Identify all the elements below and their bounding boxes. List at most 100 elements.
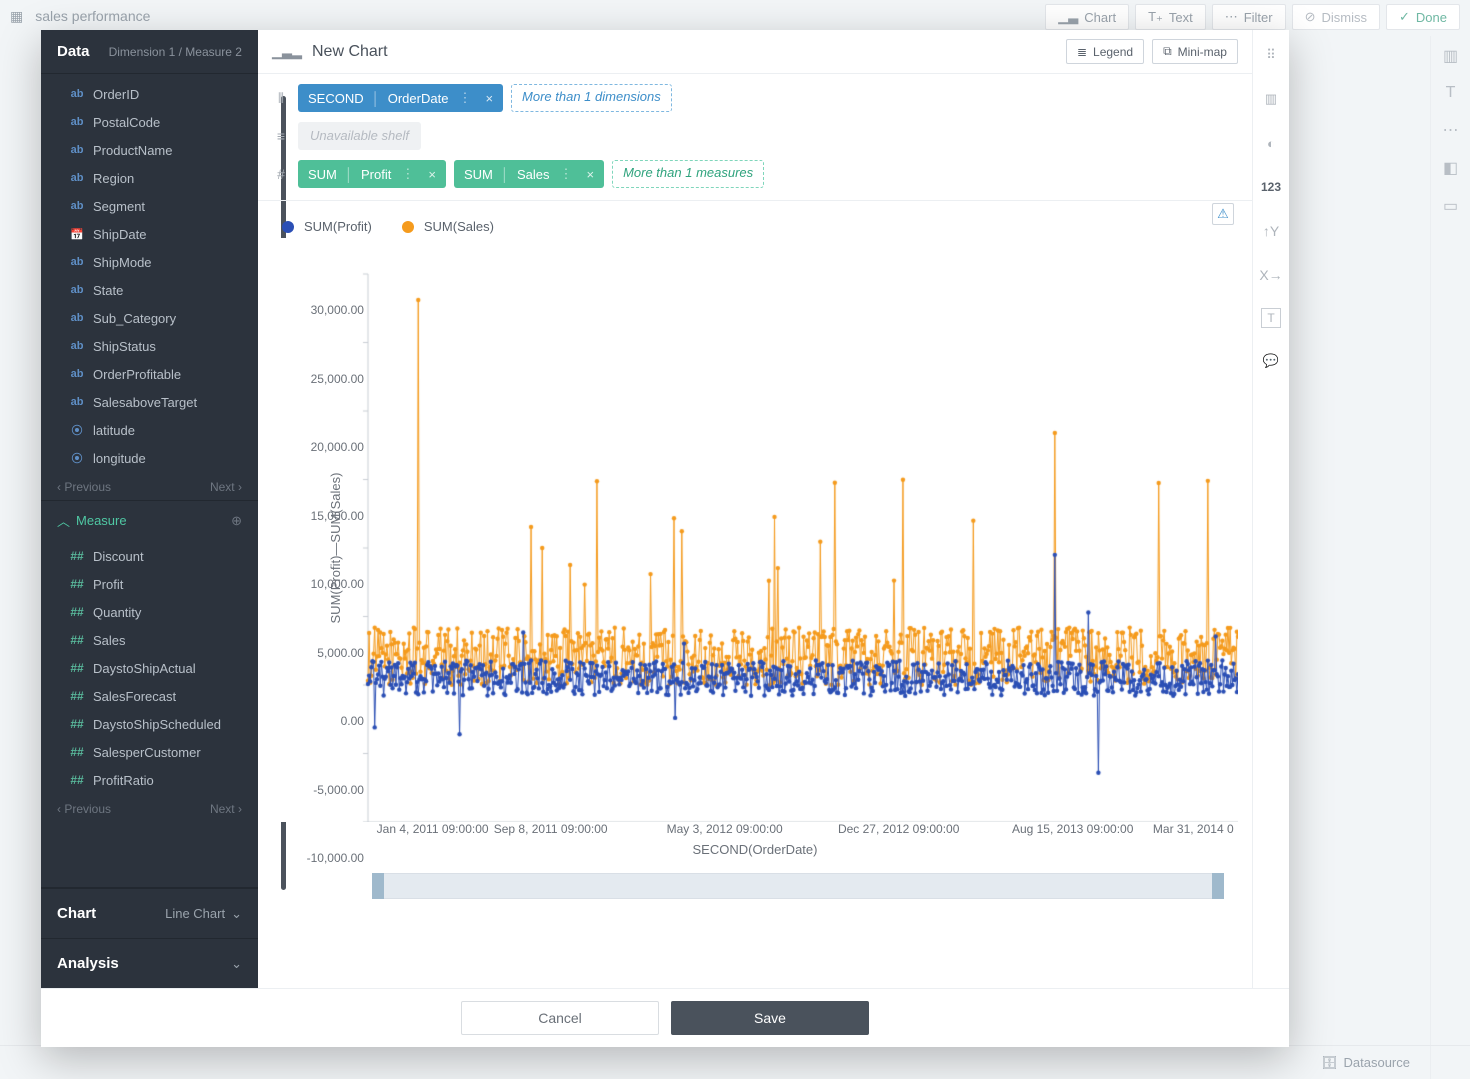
value-pill[interactable]: SUM│Profit⋮× <box>298 160 446 188</box>
dimension-item[interactable]: 📅ShipDate <box>41 220 258 248</box>
dimension-item[interactable]: abSub_Category <box>41 304 258 332</box>
field-type-icon: ## <box>69 549 85 563</box>
dimension-item[interactable]: abPostalCode <box>41 108 258 136</box>
shelves: ⦀ SECOND │ OrderDate ⋮ × More than 1 dim… <box>258 74 1252 201</box>
measure-item[interactable]: ##Profit <box>41 570 258 598</box>
legend-toggle-button[interactable]: ≣Legend <box>1066 39 1144 64</box>
minimap-toggle-button[interactable]: ⧉Mini-map <box>1152 39 1238 64</box>
dimension-item[interactable]: abSalesaboveTarget <box>41 388 258 416</box>
chevron-down-icon: ⌄ <box>231 906 242 922</box>
toolbar-filter-button[interactable]: ⋯ Filter <box>1212 4 1286 30</box>
extra-shelf[interactable]: ≡ Unavailable shelf <box>272 122 1238 150</box>
chart-title[interactable]: New Chart <box>312 43 388 61</box>
rail-number-icon[interactable]: 123 <box>1260 176 1282 198</box>
pill-menu-icon[interactable]: ⋮ <box>555 166 576 182</box>
add-measure-icon[interactable]: ⊕ <box>231 513 242 529</box>
rail-xaxis-icon[interactable]: X→ <box>1260 264 1282 286</box>
save-button[interactable]: Save <box>671 1001 869 1035</box>
mea-next[interactable]: Next <box>210 802 242 816</box>
minimap-handle-right[interactable] <box>1212 873 1224 899</box>
dimension-item[interactable]: abOrderID <box>41 80 258 108</box>
pill-menu-icon[interactable]: ⋮ <box>397 166 418 182</box>
chart-area: SUM(Profit) SUM(Sales) ⚠ SUM(Profit)—SUM… <box>258 201 1252 988</box>
dimension-item[interactable]: abShipMode <box>41 248 258 276</box>
rail-chart-icon[interactable]: ▥ <box>1443 46 1458 66</box>
dimension-item[interactable]: abSegment <box>41 192 258 220</box>
pill-remove-icon[interactable]: × <box>424 167 440 182</box>
pill-remove-icon[interactable]: × <box>481 91 497 106</box>
rail-color-icon[interactable]: ◧ <box>1443 158 1458 178</box>
rail-more-icon[interactable]: ⋯ <box>1443 120 1459 140</box>
x-axis-ticks: Jan 4, 2011 09:00:00Sep 8, 2011 09:00:00… <box>368 822 1238 840</box>
y-axis-title: SUM(Profit)—SUM(Sales) <box>328 472 343 623</box>
measure-item[interactable]: ##ProfitRatio <box>41 766 258 794</box>
rail-comment-icon[interactable]: 💬 <box>1260 350 1282 372</box>
rail-drag-icon[interactable]: ⠿ <box>1260 44 1282 66</box>
rail-yaxis-icon[interactable]: ↑Y <box>1260 220 1282 242</box>
minimap[interactable] <box>372 873 1224 899</box>
minimap-handle-left[interactable] <box>372 873 384 899</box>
chart-section[interactable]: Chart Line Chart ⌄ <box>41 888 258 938</box>
field-type-icon: ## <box>69 745 85 759</box>
legend-icon: ≣ <box>1077 45 1087 59</box>
chart-warning-icon[interactable]: ⚠ <box>1212 203 1234 225</box>
measure-section-header[interactable]: ︿ Measure ⊕ <box>41 500 258 536</box>
dimension-item[interactable]: abState <box>41 276 258 304</box>
rail-misc-icon[interactable]: ▭ <box>1443 196 1458 216</box>
measure-item[interactable]: ##SalesperCustomer <box>41 738 258 766</box>
toolbar-done-button[interactable]: ✓ Done <box>1386 4 1460 30</box>
field-label: State <box>93 283 123 298</box>
toolbar-chart-button[interactable]: ▁▃ Chart <box>1045 4 1129 30</box>
dimension-item[interactable]: ⦿latitude <box>41 416 258 444</box>
mea-prev[interactable]: Previous <box>57 802 111 816</box>
rows-shelf[interactable]: ⦀ SECOND │ OrderDate ⋮ × More than 1 dim… <box>272 84 1238 112</box>
page-right-rail: ▥ T ⋯ ◧ ▭ <box>1430 36 1470 1079</box>
pill-remove-icon[interactable]: × <box>582 167 598 182</box>
data-panel-header: Data Dimension 1 / Measure 2 <box>41 30 258 74</box>
value-more-dropzone[interactable]: More than 1 measures <box>612 160 764 188</box>
measure-nav: Previous Next <box>41 796 258 822</box>
dimension-item[interactable]: abRegion <box>41 164 258 192</box>
analysis-section[interactable]: Analysis ⌄ <box>41 938 258 988</box>
dimension-item[interactable]: ⦿longitude <box>41 444 258 472</box>
field-label: SalesaboveTarget <box>93 395 197 410</box>
measure-item[interactable]: ##Quantity <box>41 598 258 626</box>
measure-item[interactable]: ##DaystoShipScheduled <box>41 710 258 738</box>
chart-section-title: Chart <box>57 905 96 922</box>
chart-canvas[interactable] <box>272 238 1238 822</box>
rail-text-icon[interactable]: T <box>1446 84 1456 102</box>
measure-item[interactable]: ##SalesForecast <box>41 682 258 710</box>
rail-text-icon[interactable]: T <box>1261 308 1281 328</box>
values-shelf[interactable]: # SUM│Profit⋮×SUM│Sales⋮×More than 1 mea… <box>272 160 1238 188</box>
legend-swatch-profit <box>282 221 294 233</box>
field-type-icon: ## <box>69 605 85 619</box>
minimap-icon: ⧉ <box>1163 44 1172 59</box>
dimension-item[interactable]: abProductName <box>41 136 258 164</box>
chart-type-label: Line Chart <box>165 906 225 921</box>
fields-container: abOrderIDabPostalCodeabProductNameabRegi… <box>41 74 258 887</box>
pill-menu-icon[interactable]: ⋮ <box>454 90 475 106</box>
field-label: Segment <box>93 199 145 214</box>
row-more-dropzone[interactable]: More than 1 dimensions <box>511 84 672 112</box>
measure-item[interactable]: ##Discount <box>41 542 258 570</box>
pill-field: OrderDate <box>388 91 449 106</box>
dim-prev[interactable]: Previous <box>57 480 111 494</box>
left-bottom: Chart Line Chart ⌄ Analysis ⌄ <box>41 887 258 988</box>
toolbar-text-button[interactable]: T₊ Text <box>1135 4 1206 30</box>
dimension-item[interactable]: abShipStatus <box>41 332 258 360</box>
dim-next[interactable]: Next <box>210 480 242 494</box>
rail-charttype-icon[interactable]: ▥ <box>1260 88 1282 110</box>
cancel-button[interactable]: Cancel <box>461 1001 659 1035</box>
row-pill-orderdate[interactable]: SECOND │ OrderDate ⋮ × <box>298 84 503 112</box>
dimension-item[interactable]: abOrderProfitable <box>41 360 258 388</box>
rail-palette-icon[interactable]: ◐ <box>1260 132 1282 154</box>
value-pill[interactable]: SUM│Sales⋮× <box>454 160 604 188</box>
field-type-icon: ⦿ <box>69 450 85 466</box>
chevron-down-icon: ︿ <box>57 511 70 530</box>
measure-item[interactable]: ##DaystoShipActual <box>41 654 258 682</box>
toolbar-dismiss-button[interactable]: ⊘ Dismiss <box>1292 4 1380 30</box>
data-panel: Data Dimension 1 / Measure 2 abOrderIDab… <box>41 30 258 988</box>
measure-item[interactable]: ##Sales <box>41 626 258 654</box>
pill-agg: SUM <box>464 167 493 182</box>
datasource-label[interactable]: Datasource <box>1344 1055 1410 1070</box>
